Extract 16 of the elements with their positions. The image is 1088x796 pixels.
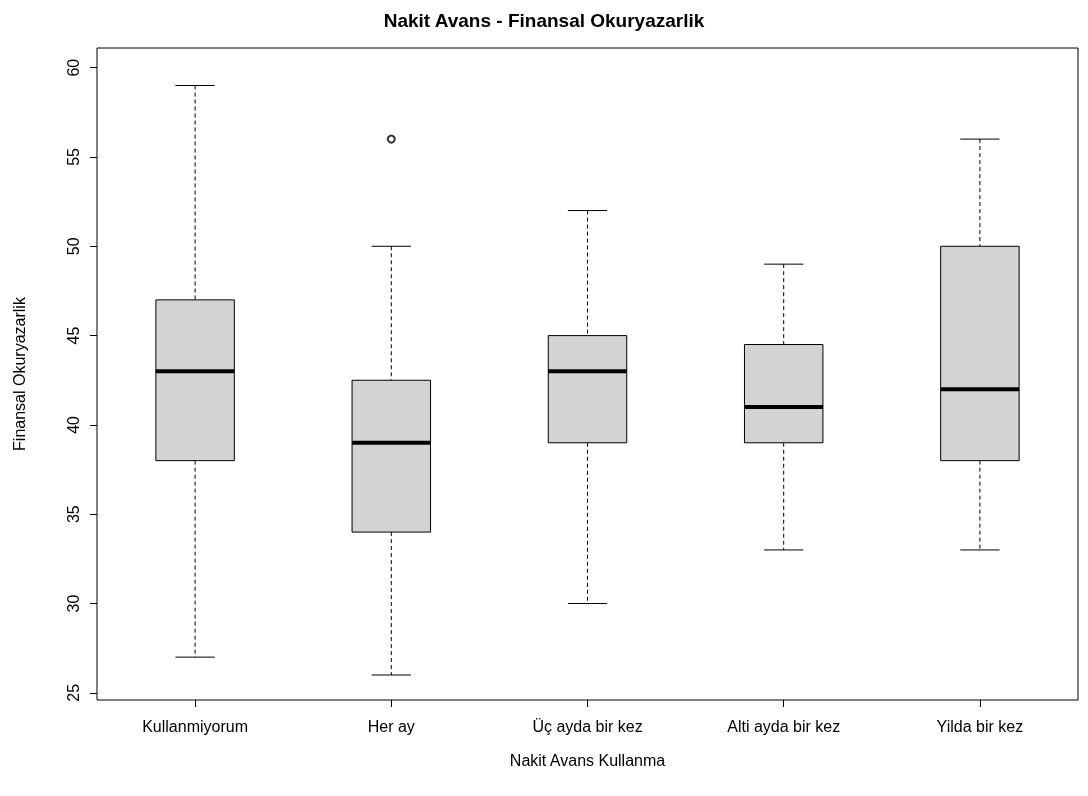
y-tick-label: 60 <box>64 58 82 77</box>
x-tick-label: Kullanmiyorum <box>142 717 249 735</box>
y-axis-title: Finansal Okuryazarlik <box>10 296 28 451</box>
x-tick-label: Alti ayda bir kez <box>727 717 841 735</box>
y-tick-label: 25 <box>64 683 82 702</box>
y-tick-label: 45 <box>64 326 82 345</box>
y-tick-label: 30 <box>64 594 82 613</box>
y-tick-label: 55 <box>64 147 82 166</box>
y-tick-label: 40 <box>64 415 82 434</box>
x-tick-label: Üç ayda bir kez <box>532 717 643 735</box>
x-axis-title: Nakit Avans Kullanma <box>509 751 666 769</box>
y-tick-label: 35 <box>64 505 82 524</box>
x-tick-label: Yilda bir kez <box>936 717 1024 735</box>
chart-title: Nakit Avans - Finansal Okuryazarlik <box>383 10 705 31</box>
x-tick-label: Her ay <box>367 717 415 735</box>
y-tick-label: 50 <box>64 237 82 256</box>
